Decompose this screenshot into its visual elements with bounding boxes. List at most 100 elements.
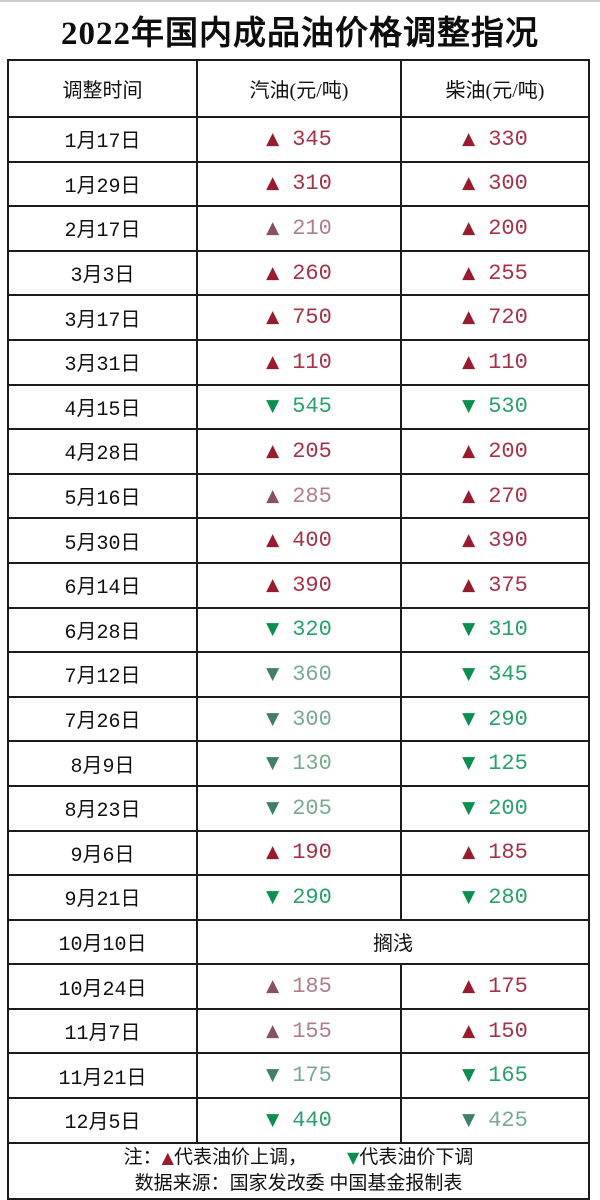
footnote-row: 注：▲代表油价上调， ▼代表油价下调 数据来源：国家发改委 中国基金报制表 xyxy=(7,1141,590,1200)
diesel-cell: ▼ 200 xyxy=(400,784,590,832)
gasoline-cell: ▲ 400 xyxy=(196,517,402,564)
up-triangle-icon: ▲ xyxy=(462,485,476,506)
price-change-value: 205 xyxy=(292,795,332,821)
page-title: 2022年国内成品油价格调整指况 xyxy=(61,16,539,52)
price-change-value: 545 xyxy=(292,394,332,420)
diesel-cell: ▲ 175 xyxy=(400,963,590,1010)
gasoline-cell: ▼ 545 xyxy=(196,383,402,431)
price-change-value: 440 xyxy=(292,1107,332,1133)
price-change-value: 110 xyxy=(488,349,528,375)
table-row: 10月10日 搁浅 xyxy=(7,918,590,966)
table-row: 1月29日 ▲ 310 ▲ 300 xyxy=(7,160,590,208)
down-triangle-icon: ▼ xyxy=(266,886,280,907)
price-change-value: 720 xyxy=(488,305,528,331)
date-cell: 3月3日 xyxy=(7,249,198,297)
date-cell: 6月14日 xyxy=(7,561,198,609)
date-cell: 11月7日 xyxy=(7,1007,198,1055)
price-change-value: 155 xyxy=(292,1018,332,1044)
table-row: 3月31日 ▲ 110 ▲ 110 xyxy=(7,338,590,386)
date-cell: 3月31日 xyxy=(7,338,198,386)
price-change-value: 190 xyxy=(292,840,332,866)
up-triangle-icon: ▲ xyxy=(462,440,476,461)
table-row: 5月16日 ▲ 285 ▲ 270 xyxy=(7,472,590,520)
up-triangle-icon: ▲ xyxy=(266,440,280,461)
date-cell: 1月29日 xyxy=(7,160,198,208)
down-triangle-icon: ▼ xyxy=(266,1065,280,1086)
gasoline-cell: ▼ 300 xyxy=(196,695,402,743)
price-change-value: 200 xyxy=(488,215,528,241)
date-cell: 3月17日 xyxy=(7,294,198,341)
up-triangle-icon: ▲ xyxy=(266,128,280,149)
table-row: 4月15日 ▼ 545 ▼ 530 xyxy=(7,383,590,431)
down-triangle-icon: ▼ xyxy=(347,1147,360,1167)
table-row: 6月14日 ▲ 390 ▲ 375 xyxy=(7,561,590,609)
diesel-cell: ▲ 255 xyxy=(400,249,590,297)
price-change-value: 360 xyxy=(292,661,332,687)
down-triangle-icon: ▼ xyxy=(462,886,476,907)
gasoline-cell: ▲ 310 xyxy=(196,160,402,208)
price-change-value: 330 xyxy=(488,126,528,152)
up-triangle-icon: ▲ xyxy=(266,262,280,283)
diesel-cell: ▼ 280 xyxy=(400,874,590,921)
price-change-value: 375 xyxy=(488,572,528,598)
diesel-cell: ▲ 110 xyxy=(400,338,590,386)
up-triangle-icon: ▲ xyxy=(161,1147,174,1167)
suspended-adjustment-cell: 搁浅 xyxy=(196,918,590,966)
up-triangle-icon: ▲ xyxy=(266,217,280,238)
diesel-cell: ▲ 330 xyxy=(400,116,590,163)
table-row: 3月17日 ▲ 750 ▲ 720 xyxy=(7,294,590,341)
diesel-cell: ▲ 300 xyxy=(400,160,590,208)
up-triangle-icon: ▲ xyxy=(462,351,476,372)
diesel-cell: ▲ 185 xyxy=(400,829,590,877)
gasoline-cell: ▼ 320 xyxy=(196,606,402,654)
up-triangle-icon: ▲ xyxy=(462,842,476,863)
price-change-value: 260 xyxy=(292,260,332,286)
price-change-value: 255 xyxy=(488,260,528,286)
table-row: 9月21日 ▼ 290 ▼ 280 xyxy=(7,874,590,921)
gasoline-cell: ▲ 185 xyxy=(196,963,402,1010)
price-change-value: 530 xyxy=(488,394,528,420)
price-change-value: 200 xyxy=(488,438,528,464)
price-change-value: 150 xyxy=(488,1018,528,1044)
diesel-cell: ▲ 150 xyxy=(400,1007,590,1055)
down-triangle-icon: ▼ xyxy=(266,708,280,729)
price-change-value: 750 xyxy=(292,305,332,331)
price-change-value: 300 xyxy=(488,171,528,197)
date-cell: 10月10日 xyxy=(7,918,198,966)
up-triangle-icon: ▲ xyxy=(462,307,476,328)
gasoline-cell: ▼ 130 xyxy=(196,740,402,787)
diesel-cell: ▲ 270 xyxy=(400,472,590,520)
price-change-value: 390 xyxy=(488,528,528,554)
price-change-value: 345 xyxy=(292,126,332,152)
price-change-value: 300 xyxy=(292,706,332,732)
up-triangle-icon: ▲ xyxy=(462,262,476,283)
gasoline-cell: ▲ 210 xyxy=(196,205,402,252)
table-row: 2月17日 ▲ 210 ▲ 200 xyxy=(7,205,590,252)
up-triangle-icon: ▲ xyxy=(266,485,280,506)
gasoline-cell: ▲ 345 xyxy=(196,116,402,163)
down-triangle-icon: ▼ xyxy=(462,396,476,417)
gasoline-cell: ▲ 190 xyxy=(196,829,402,877)
table-header: 调整时间 汽油(元/吨) 柴油(元/吨) xyxy=(7,59,590,118)
table-body: 1月17日 ▲ 345 ▲ 330 1月29日 ▲ 310 ▲ 300 2月17日 ▲ 210 ▲ 200 3… xyxy=(7,116,590,1144)
table-row: 7月26日 ▼ 300 ▼ 290 xyxy=(7,695,590,743)
col-header-diesel: 柴油(元/吨) xyxy=(400,59,590,118)
date-cell: 10月24日 xyxy=(7,963,198,1010)
date-cell: 11月21日 xyxy=(7,1052,198,1100)
gasoline-cell: ▼ 440 xyxy=(196,1097,402,1144)
diesel-cell: ▲ 720 xyxy=(400,294,590,341)
up-triangle-icon: ▲ xyxy=(266,351,280,372)
price-change-value: 270 xyxy=(488,483,528,509)
up-triangle-icon: ▲ xyxy=(266,173,280,194)
price-change-value: 310 xyxy=(292,171,332,197)
diesel-cell: ▼ 290 xyxy=(400,695,590,743)
legend-line: 注：▲代表油价上调， ▼代表油价下调 xyxy=(10,1145,587,1171)
gasoline-cell: ▼ 175 xyxy=(196,1052,402,1100)
diesel-cell: ▲ 200 xyxy=(400,205,590,252)
price-change-value: 280 xyxy=(488,884,528,910)
price-change-value: 200 xyxy=(488,795,528,821)
up-triangle-icon: ▲ xyxy=(266,842,280,863)
up-triangle-icon: ▲ xyxy=(462,530,476,551)
date-cell: 5月30日 xyxy=(7,517,198,564)
price-change-value: 390 xyxy=(292,572,332,598)
